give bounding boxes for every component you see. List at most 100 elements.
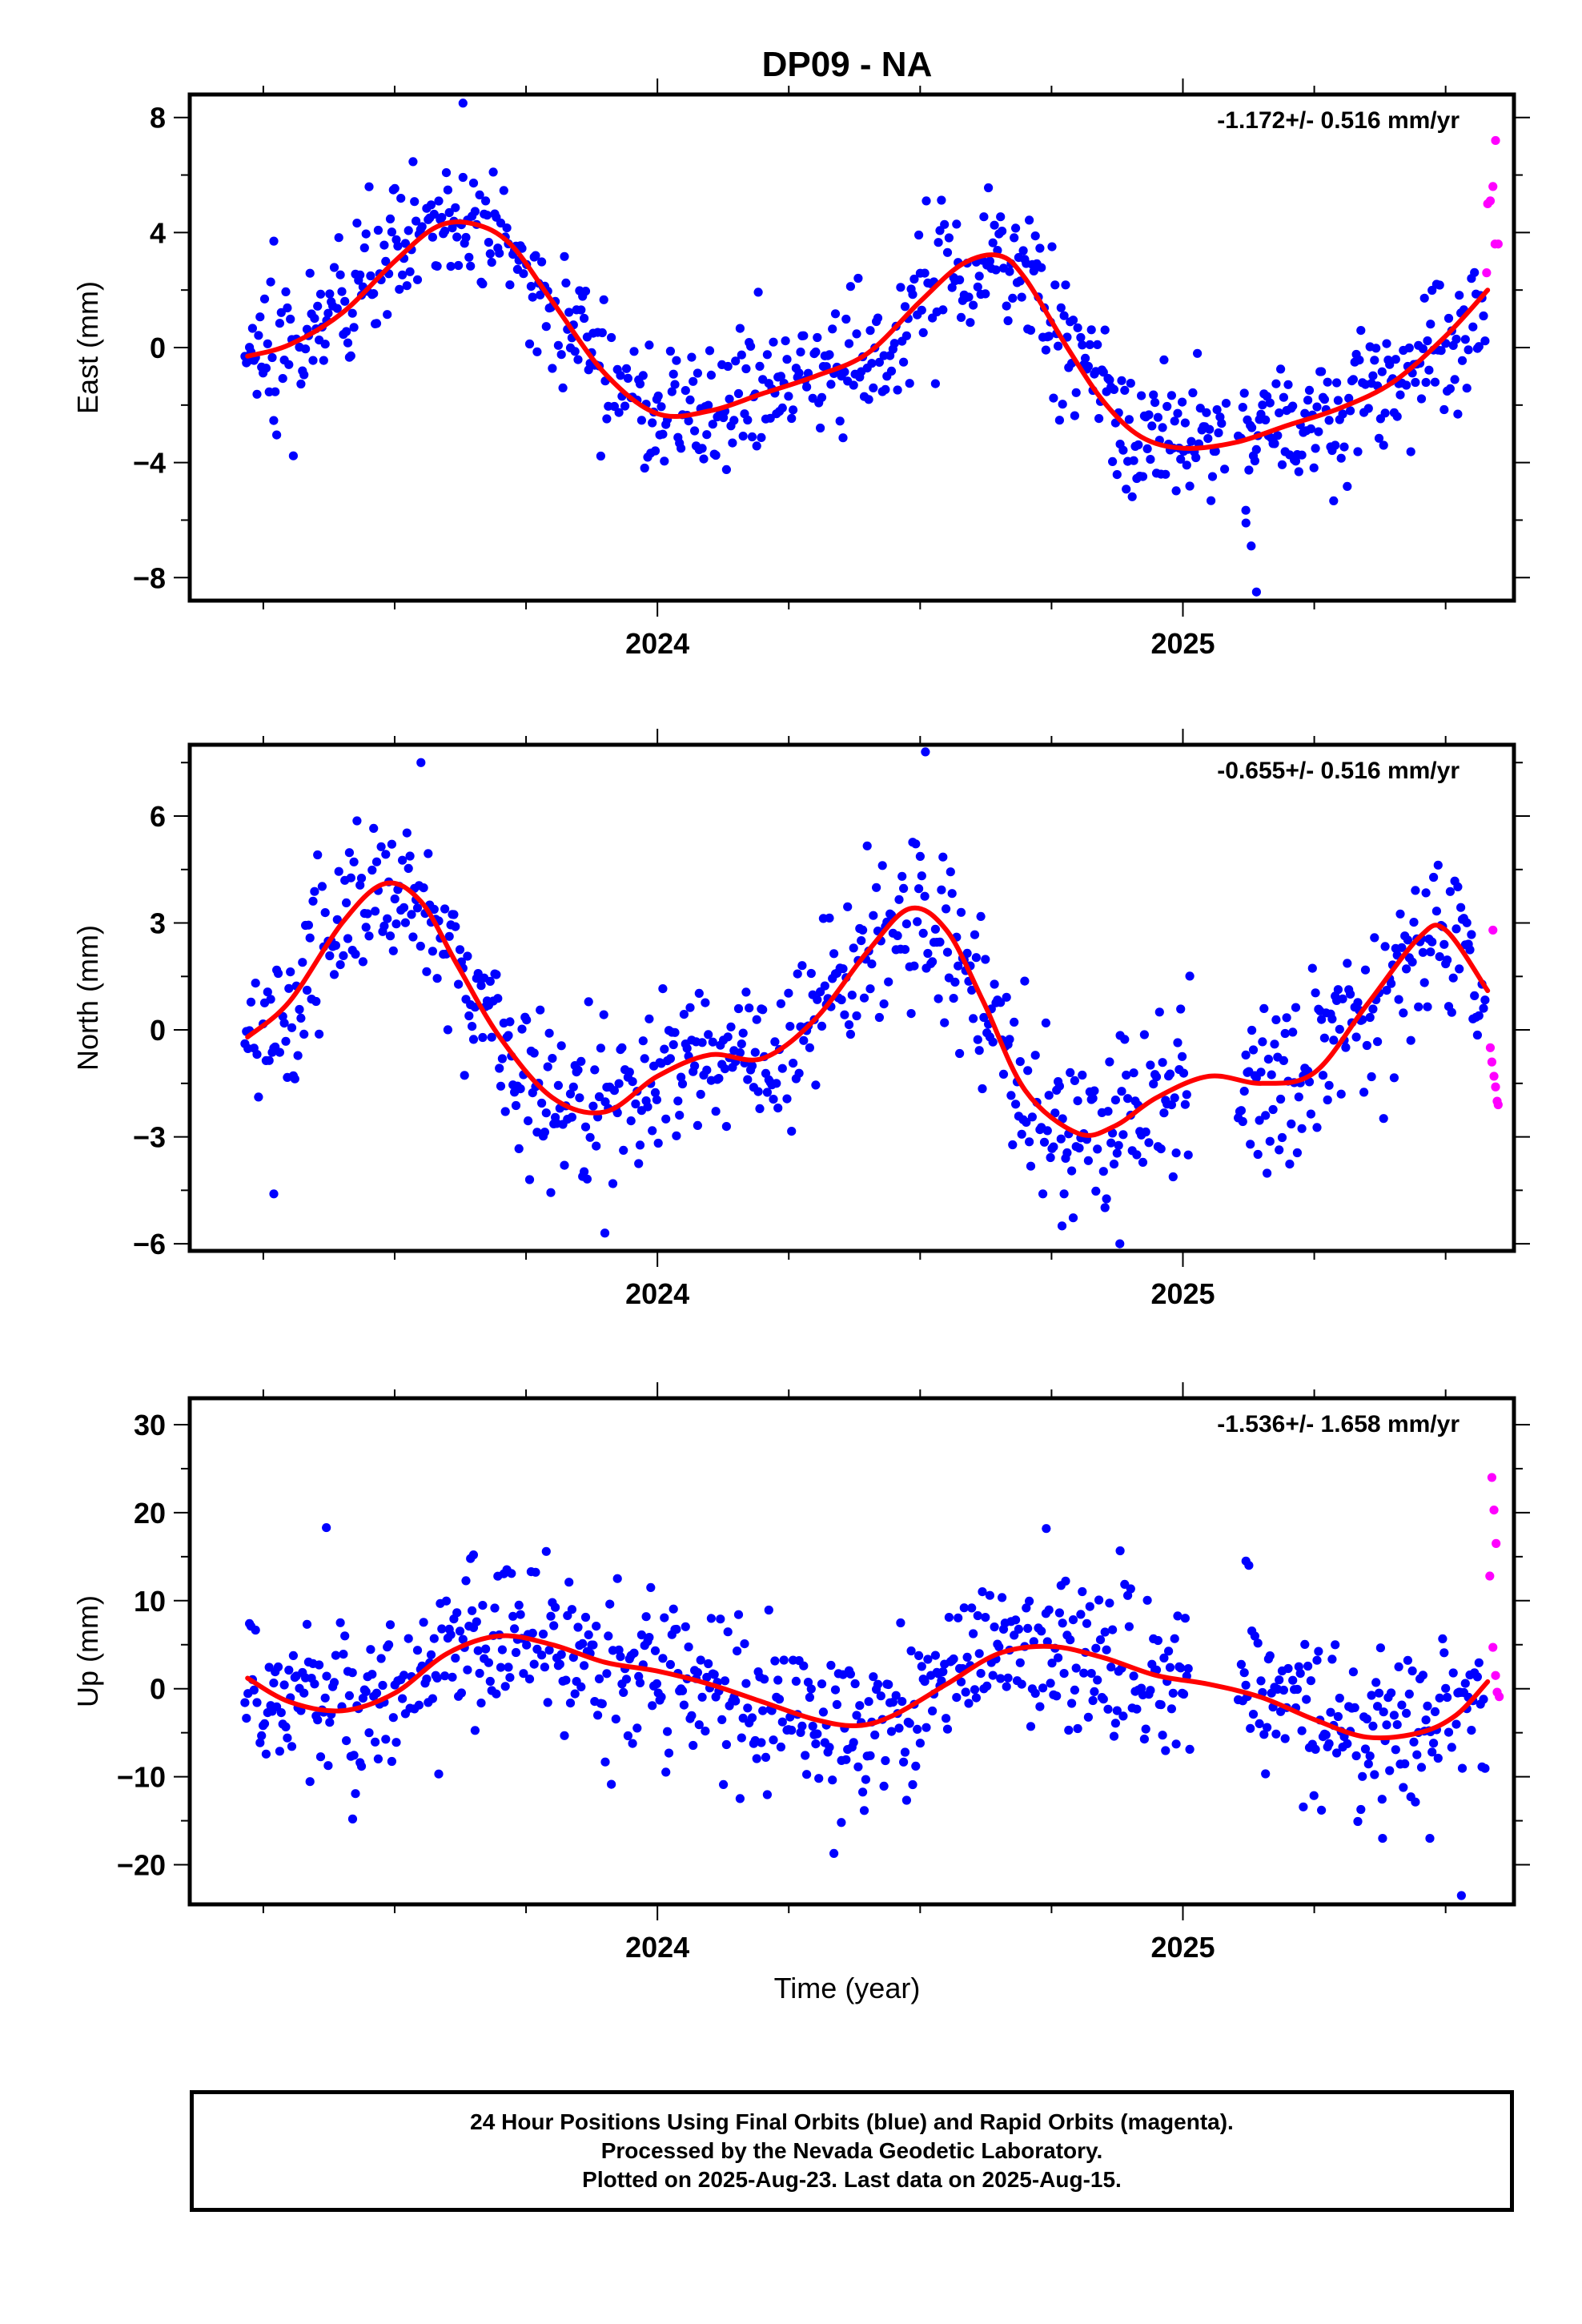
- final-orbit-point: [1479, 1003, 1488, 1013]
- final-orbit-point: [315, 289, 326, 299]
- final-orbit-point: [1443, 1692, 1452, 1703]
- final-orbit-point: [252, 1050, 262, 1059]
- final-orbit-point: [1271, 379, 1281, 388]
- final-orbit-point: [444, 207, 454, 218]
- final-orbit-point: [893, 931, 902, 940]
- final-orbit-point: [564, 308, 574, 317]
- final-orbit-point: [719, 1779, 729, 1789]
- final-orbit-point: [1241, 1680, 1251, 1690]
- final-orbit-point: [743, 1703, 753, 1713]
- final-orbit-point: [990, 220, 999, 230]
- final-orbit-point: [1300, 1639, 1310, 1649]
- final-orbit-point: [1402, 1708, 1411, 1718]
- final-orbit-point: [738, 1713, 748, 1723]
- final-orbit-point: [387, 839, 396, 849]
- final-orbit-point: [787, 1725, 797, 1735]
- final-orbit-point: [1275, 408, 1284, 418]
- final-orbit-point: [745, 1003, 754, 1013]
- final-orbit-point: [1299, 1802, 1308, 1811]
- final-orbit-point: [1153, 1635, 1162, 1646]
- final-orbit-point: [1343, 959, 1352, 968]
- final-orbit-point: [1091, 1186, 1101, 1196]
- final-orbit-point: [658, 429, 668, 439]
- final-orbit-point: [461, 1576, 471, 1586]
- final-orbit-point: [331, 1651, 340, 1660]
- final-orbit-point: [381, 850, 391, 859]
- final-orbit-point: [516, 1610, 525, 1619]
- final-orbit-point: [1474, 1658, 1484, 1667]
- final-orbit-point: [371, 319, 382, 328]
- final-orbit-point: [844, 339, 854, 348]
- final-orbit-point: [974, 1046, 984, 1055]
- final-orbit-point: [747, 432, 757, 442]
- final-orbit-point: [1098, 368, 1108, 377]
- final-orbit-point: [701, 1727, 710, 1736]
- final-orbit-point: [419, 1618, 428, 1627]
- final-orbit-point: [711, 450, 721, 460]
- final-orbit-point: [517, 243, 527, 253]
- final-orbit-point: [1382, 986, 1391, 995]
- final-orbit-point: [472, 1617, 481, 1626]
- final-orbit-point: [308, 356, 318, 365]
- final-orbit-point: [660, 1613, 669, 1622]
- final-orbit-point: [828, 324, 837, 334]
- final-orbit-point: [934, 238, 943, 247]
- final-orbit-point: [1285, 1160, 1295, 1169]
- final-orbit-point: [1170, 1634, 1179, 1643]
- final-orbit-point: [1480, 1763, 1490, 1773]
- final-orbit-point: [1067, 1699, 1077, 1708]
- final-orbit-point: [339, 1650, 348, 1659]
- final-orbit-point: [785, 1022, 795, 1031]
- final-orbit-point: [808, 1721, 817, 1731]
- final-orbit-point: [687, 1711, 697, 1720]
- y-axis-label-north: North (mm): [71, 925, 104, 1071]
- final-orbit-point: [1456, 1891, 1466, 1900]
- final-orbit-point: [434, 1769, 444, 1779]
- final-orbit-point: [432, 974, 442, 983]
- final-orbit-point: [952, 1693, 962, 1703]
- final-orbit-point: [399, 1671, 409, 1680]
- final-orbit-point: [1470, 991, 1480, 1000]
- final-orbit-point: [412, 275, 423, 284]
- final-orbit-point: [1452, 334, 1461, 344]
- final-orbit-point: [894, 895, 904, 904]
- final-orbit-point: [269, 416, 279, 425]
- final-orbit-point: [1435, 1693, 1444, 1703]
- final-orbit-point: [760, 1675, 769, 1684]
- final-orbit-point: [399, 903, 409, 912]
- final-orbit-point: [988, 238, 998, 247]
- final-orbit-point: [254, 331, 263, 340]
- final-orbit-point: [1026, 325, 1036, 335]
- final-orbit-point: [563, 1610, 572, 1620]
- final-orbit-point: [961, 1687, 970, 1697]
- plot-frame: [187, 92, 1516, 603]
- final-orbit-point: [899, 1757, 909, 1767]
- final-orbit-point: [1370, 933, 1379, 943]
- final-orbit-point: [1118, 1711, 1128, 1721]
- final-orbit-point: [938, 1667, 948, 1677]
- final-orbit-point: [1073, 1096, 1082, 1106]
- final-orbit-point: [1149, 390, 1158, 400]
- final-orbit-point: [1319, 395, 1329, 404]
- rapid-orbit-point: [1485, 1043, 1496, 1052]
- final-orbit-point: [1014, 1624, 1023, 1634]
- final-orbit-point: [269, 1189, 279, 1199]
- final-orbit-point: [373, 1754, 383, 1763]
- final-orbit-point: [1263, 1055, 1273, 1064]
- final-orbit-point: [561, 1675, 571, 1685]
- final-orbit-point: [1147, 421, 1157, 431]
- final-orbit-point: [553, 340, 564, 350]
- final-orbit-point: [814, 1774, 824, 1783]
- final-orbit-point: [305, 1777, 315, 1787]
- final-orbit-point: [797, 1721, 807, 1731]
- final-orbit-point: [653, 1138, 663, 1148]
- final-orbit-point: [470, 1726, 480, 1735]
- final-orbit-point: [261, 1749, 271, 1759]
- final-orbit-point: [776, 1742, 786, 1752]
- final-orbit-point: [363, 909, 372, 919]
- final-orbit-point: [366, 1645, 375, 1655]
- final-orbit-point: [973, 1035, 982, 1044]
- final-orbit-point: [935, 937, 945, 947]
- final-orbit-point: [879, 999, 889, 1009]
- final-orbit-point: [1470, 267, 1480, 277]
